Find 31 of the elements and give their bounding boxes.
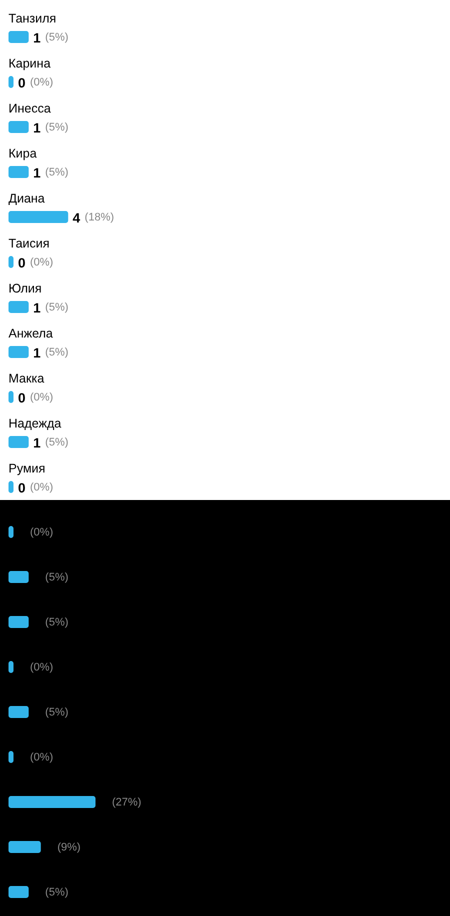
y-tick-label: Карина [8,56,51,70]
y-tick-label: Кира [8,146,37,160]
text: 1 (5%) [33,346,68,360]
text: 1 (5%) [33,300,68,316]
y-tick-label: Макка [8,372,44,386]
y-tick-label: Румия [8,462,46,476]
data-label: (0%) [30,662,54,674]
data-label: (0%) [30,752,54,764]
y-tick-label: Надежда [8,416,62,430]
data-label: (5%) [45,616,68,628]
data-label: (9%) [57,842,81,854]
text: 1 (5%) [33,436,68,450]
text: 1 (5%) [33,166,68,180]
data-label: (5%) [45,572,68,584]
data-label: (5%) [45,886,68,898]
y-tick-label: Таисия [8,236,50,250]
y-tick-label: Диана [8,192,45,206]
data-label: (0%) [30,526,54,538]
text: 0 (0%) [18,76,54,90]
text: 1 (5%) [33,30,68,46]
y-tick-label: Танзиля [8,12,56,26]
y-tick-label: Анжела [8,326,53,340]
data-label: (5%) [45,706,68,718]
text: 0 (0%) [18,390,54,406]
data-label: (27%) [112,796,142,808]
text: 0 (0%) [18,256,54,270]
text: 1 (5%) [33,120,68,136]
y-tick-label: Инесса [8,102,51,116]
text: 0 (0%) [18,480,54,496]
y-tick-label: Юлия [8,282,42,296]
text: 4 (18%) [72,210,114,226]
